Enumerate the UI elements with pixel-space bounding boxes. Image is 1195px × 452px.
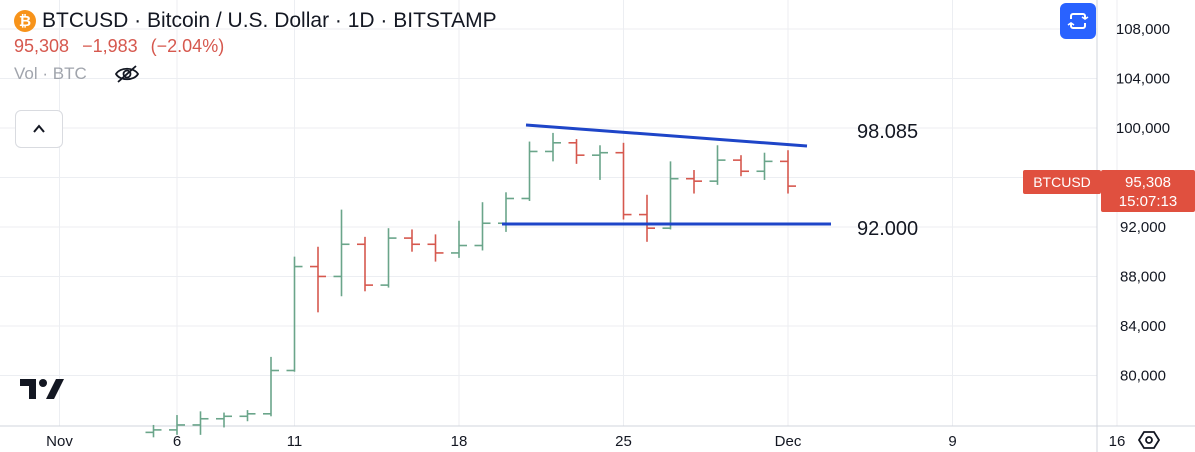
ohlc-bar [333, 209, 350, 297]
x-tick-label: 18 [451, 433, 468, 450]
ohlc-bar [474, 202, 491, 251]
y-tick-label: 88,000 [1120, 268, 1166, 285]
tradingview-logo[interactable] [18, 376, 66, 402]
settings-icon[interactable] [1138, 429, 1160, 451]
resistance-trendline [525, 123, 808, 148]
x-tick-label: 16 [1109, 433, 1126, 450]
ohlc-bar [756, 152, 773, 180]
ohlc-bar [380, 228, 397, 288]
ohlc-bar [192, 411, 209, 435]
ohlc-bar [709, 145, 726, 185]
ohlc-bar [498, 192, 514, 232]
ohlc-bar [639, 194, 655, 242]
x-tick-label: 6 [173, 433, 181, 450]
ohlc-bar [733, 155, 749, 177]
price-change-percent: (−2.04%) [150, 36, 225, 56]
bitcoin-icon: ₿ [14, 10, 36, 32]
price-tag-symbol: BTCUSD [1033, 174, 1091, 190]
ohlc-bar [568, 139, 585, 164]
price-tag-box [1101, 170, 1195, 212]
ohlc-bar [427, 234, 444, 262]
ohlc-bar [357, 236, 373, 292]
collapse-legend-button[interactable] [15, 110, 63, 148]
price-row: 95,308 −1,983 (−2.04%) [14, 36, 497, 57]
ohlc-bar [686, 170, 702, 194]
y-tick-label: 92,000 [1120, 219, 1166, 236]
price-tag-countdown: 15:07:13 [1119, 193, 1177, 210]
x-tick-label: 11 [287, 433, 303, 450]
fullscreen-button[interactable] [1060, 3, 1096, 39]
chevron-up-icon [33, 124, 45, 133]
ohlc-bar [310, 246, 326, 313]
ohlc-bar [239, 410, 256, 422]
ohlc-bar [615, 142, 632, 220]
price-level-label: 98.085 [857, 121, 918, 143]
symbol-row[interactable]: ₿ BTCUSD · Bitcoin / U.S. Dollar · 1D · … [14, 8, 497, 34]
y-tick-label: 100,000 [1116, 120, 1170, 137]
price-tag-symbol-box [1023, 170, 1101, 194]
ohlc-bar [216, 412, 232, 428]
ohlc-bar [263, 356, 279, 417]
ohlc-bar [662, 161, 679, 230]
ohlc-bar [521, 141, 538, 201]
price-level-label: 92.000 [857, 218, 918, 240]
price-change: −1,983 [82, 36, 138, 56]
price-tag-price: 95,308 [1125, 174, 1171, 191]
fullscreen-icon [1067, 13, 1089, 29]
y-tick-label: 104,000 [1116, 70, 1170, 87]
x-tick-label: 25 [615, 433, 632, 450]
ohlc-bar [592, 145, 608, 180]
ohlc-bar [286, 256, 303, 372]
ohlc-bar [404, 229, 420, 252]
volume-label: Vol · BTC [14, 64, 87, 83]
ohlc-bar [169, 415, 185, 435]
eye-off-icon[interactable] [113, 63, 141, 85]
x-tick-label: 9 [948, 433, 956, 450]
ohlc-bar [545, 132, 561, 162]
y-tick-label: 84,000 [1120, 318, 1166, 335]
chart-legend: ₿ BTCUSD · Bitcoin / U.S. Dollar · 1D · … [14, 8, 497, 85]
symbol-title[interactable]: BTCUSD · Bitcoin / U.S. Dollar · 1D · BI… [42, 9, 497, 32]
last-price: 95,308 [14, 36, 70, 56]
volume-row[interactable]: Vol · BTC [14, 63, 497, 85]
ohlc-bar [145, 424, 162, 438]
ohlc-bar [780, 150, 796, 194]
y-tick-label: 80,000 [1120, 367, 1166, 384]
y-tick-label: 108,000 [1116, 21, 1170, 38]
x-tick-label: Nov [46, 433, 73, 450]
x-tick-label: Dec [775, 433, 802, 450]
ohlc-bar [451, 220, 467, 258]
